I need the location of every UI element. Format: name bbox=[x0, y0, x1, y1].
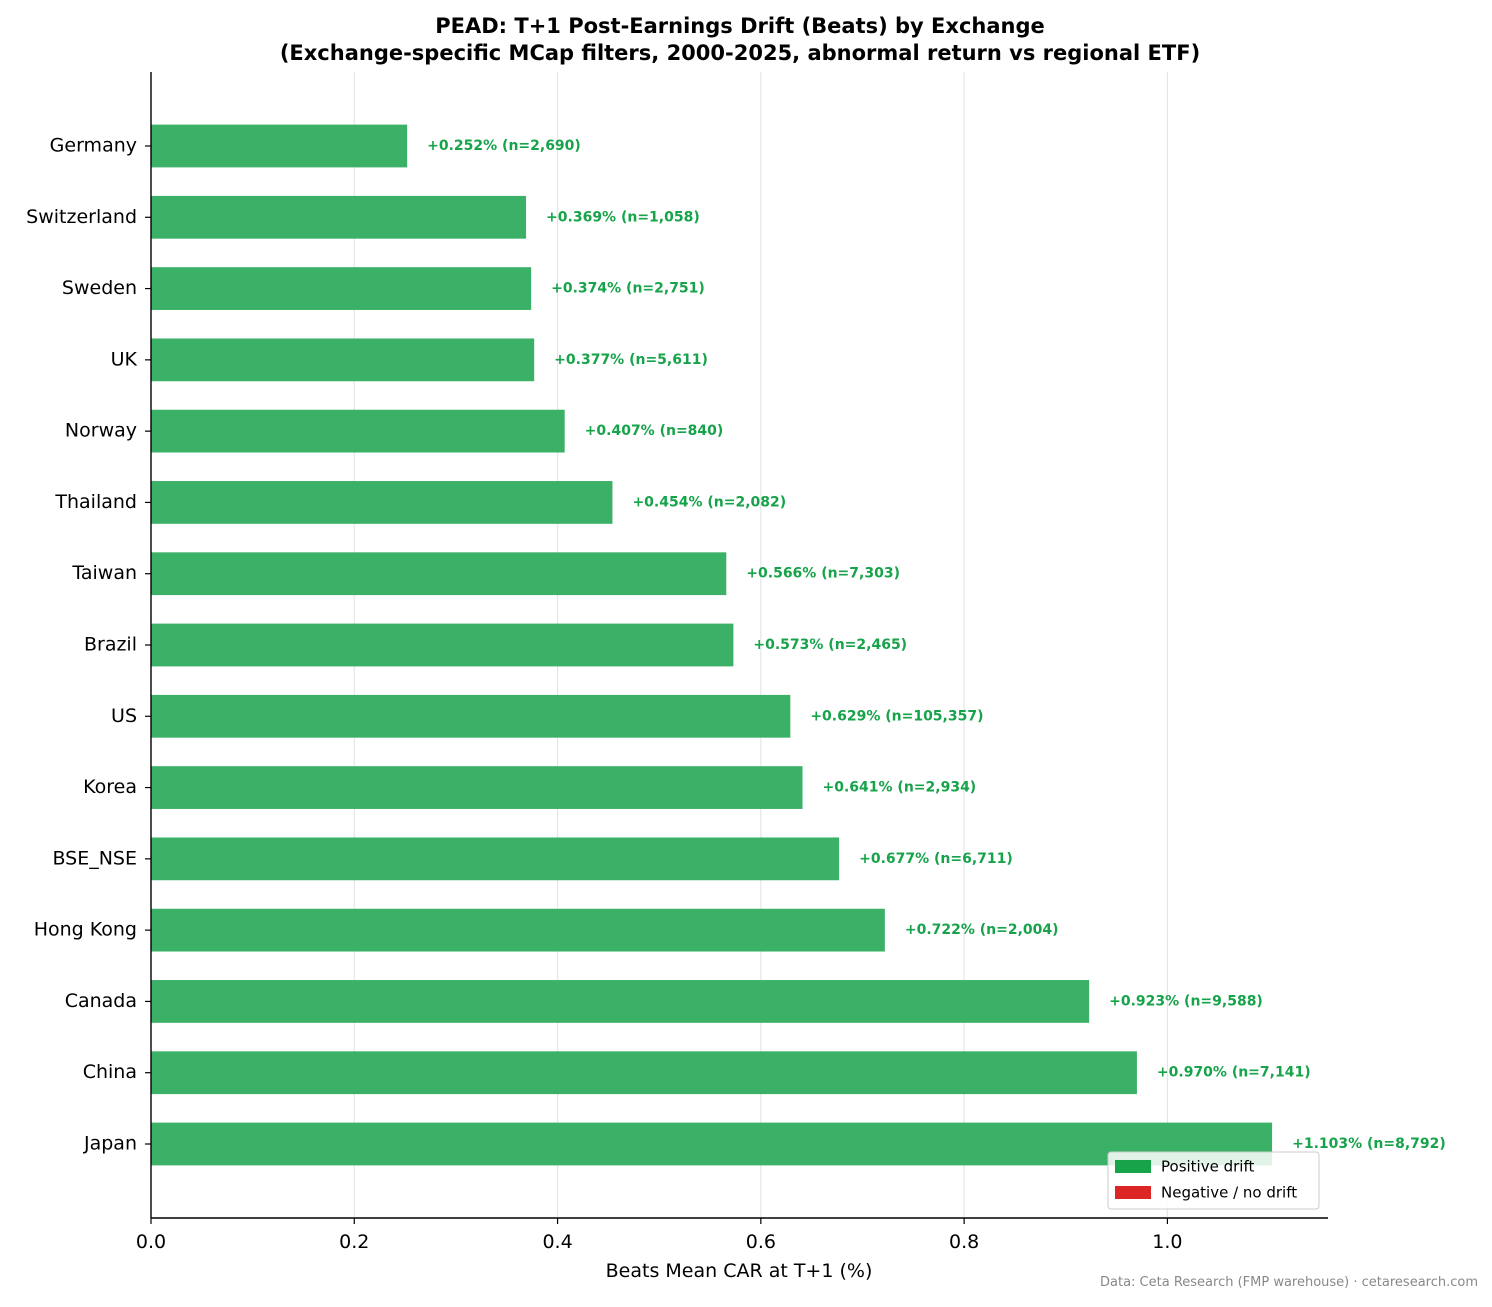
bar-4 bbox=[151, 409, 565, 453]
legend-box bbox=[1107, 1151, 1320, 1210]
x-tick-label-1: 0.2 bbox=[339, 1231, 369, 1253]
y-tick-label-2: Sweden bbox=[62, 277, 137, 299]
bar-label-5: +0.454% (n=2,082) bbox=[632, 494, 786, 510]
bar-label-14: +1.103% (n=8,792) bbox=[1292, 1136, 1446, 1152]
bar-label-10: +0.677% (n=6,711) bbox=[859, 851, 1013, 867]
y-tick-label-6: Taiwan bbox=[71, 562, 137, 584]
bars bbox=[151, 124, 1273, 1166]
bar-label-6: +0.566% (n=7,303) bbox=[746, 566, 900, 582]
y-tick-label-1: Switzerland bbox=[26, 206, 137, 228]
bar-label-2: +0.374% (n=2,751) bbox=[551, 281, 705, 297]
bar-label-9: +0.641% (n=2,934) bbox=[823, 780, 977, 796]
y-tick-label-10: BSE_NSE bbox=[52, 847, 137, 869]
bar-label-0: +0.252% (n=2,690) bbox=[427, 138, 581, 154]
bar-6 bbox=[151, 552, 727, 596]
legend-label-1: Negative / no drift bbox=[1161, 1184, 1297, 1202]
tick-labels: Germany Switzerland Sweden UK Norway Thailand… bbox=[26, 135, 1182, 1254]
bar-7 bbox=[151, 623, 734, 667]
chart-subtitle: (Exchange-specific MCap filters, 2000-20… bbox=[280, 41, 1200, 65]
bar-labels: +0.252% (n=2,690) +0.369% (n=1,058) +0.374… bbox=[427, 138, 1446, 1152]
bar-14 bbox=[151, 1122, 1273, 1166]
bar-label-11: +0.722% (n=2,004) bbox=[905, 922, 1059, 938]
axes bbox=[145, 72, 1328, 1224]
bar-3 bbox=[151, 338, 535, 382]
y-tick-label-5: Thailand bbox=[54, 491, 137, 513]
y-tick-label-0: Germany bbox=[50, 135, 137, 157]
y-tick-label-8: US bbox=[111, 705, 137, 727]
legend: Positive drift Negative / no drift bbox=[1107, 1151, 1320, 1210]
bar-label-3: +0.377% (n=5,611) bbox=[554, 352, 708, 368]
y-tick-label-12: Canada bbox=[65, 990, 137, 1012]
bar-8 bbox=[151, 694, 791, 738]
y-tick-label-11: Hong Kong bbox=[34, 919, 137, 941]
source-note: Data: Ceta Research (FMP warehouse) · ce… bbox=[1100, 1275, 1478, 1290]
x-tick-label-5: 1.0 bbox=[1152, 1231, 1182, 1253]
bar-1 bbox=[151, 195, 527, 239]
bar-label-8: +0.629% (n=105,357) bbox=[810, 708, 983, 724]
bar-label-12: +0.923% (n=9,588) bbox=[1109, 993, 1263, 1009]
y-tick-label-14: Japan bbox=[83, 1133, 137, 1155]
y-tick-label-3: UK bbox=[111, 348, 138, 370]
bar-11 bbox=[151, 908, 885, 952]
legend-swatch-0 bbox=[1115, 1160, 1151, 1173]
bar-13 bbox=[151, 1051, 1137, 1095]
y-tick-label-7: Brazil bbox=[84, 634, 137, 656]
bar-12 bbox=[151, 980, 1090, 1023]
bar-10 bbox=[151, 837, 840, 881]
bar-label-7: +0.573% (n=2,465) bbox=[753, 637, 907, 653]
x-axis-label: Beats Mean CAR at T+1 (%) bbox=[606, 1260, 873, 1282]
bar-9 bbox=[151, 766, 803, 809]
y-tick-label-9: Korea bbox=[83, 776, 137, 798]
gridlines bbox=[353, 72, 1169, 1218]
legend-swatch-1 bbox=[1115, 1186, 1151, 1199]
y-tick-label-13: China bbox=[83, 1061, 137, 1083]
bar-label-13: +0.970% (n=7,141) bbox=[1157, 1065, 1311, 1081]
bar-2 bbox=[151, 267, 532, 310]
x-tick-label-2: 0.4 bbox=[542, 1231, 572, 1253]
bar-label-1: +0.369% (n=1,058) bbox=[546, 209, 700, 225]
bar-5 bbox=[151, 481, 613, 524]
legend-label-0: Positive drift bbox=[1161, 1158, 1254, 1176]
bar-0 bbox=[151, 124, 408, 168]
x-tick-label-3: 0.6 bbox=[746, 1231, 776, 1253]
x-tick-label-0: 0.0 bbox=[136, 1231, 166, 1253]
x-tick-label-4: 0.8 bbox=[949, 1231, 979, 1253]
chart-title: PEAD: T+1 Post-Earnings Drift (Beats) by… bbox=[435, 14, 1045, 38]
y-tick-label-4: Norway bbox=[65, 420, 137, 442]
bar-label-4: +0.407% (n=840) bbox=[585, 423, 724, 439]
